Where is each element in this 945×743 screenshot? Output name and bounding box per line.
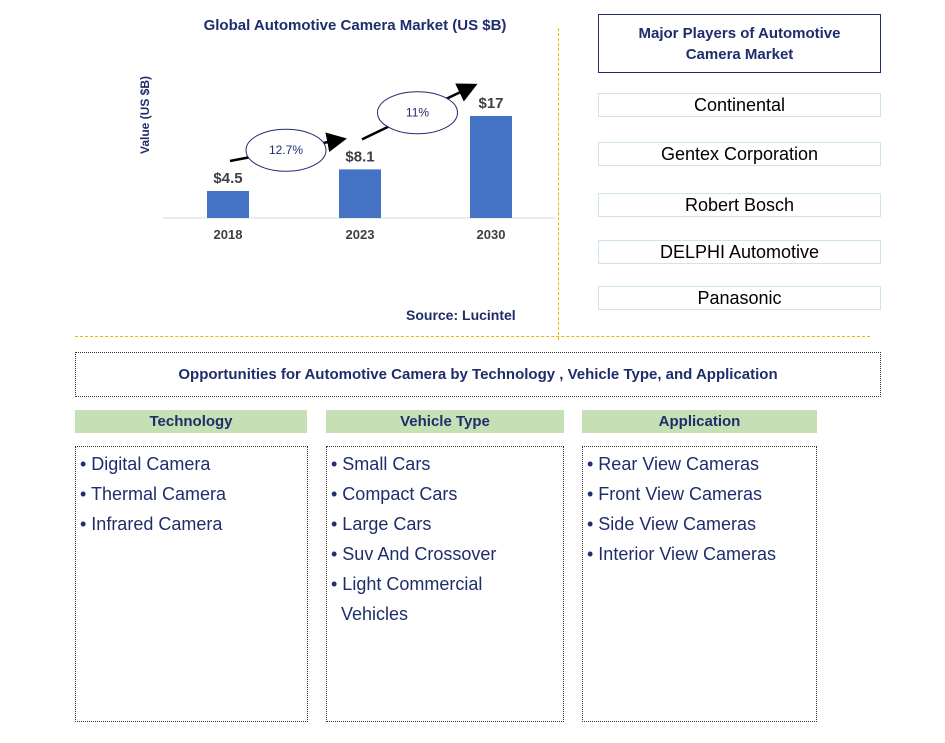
column-list-item: • Suv And Crossover xyxy=(331,544,497,564)
column-list-item: • Small Cars xyxy=(331,454,431,474)
column-heading: Vehicle Type xyxy=(326,410,564,433)
player-item: Continental xyxy=(598,93,881,117)
x-tick-2030: 2030 xyxy=(477,227,506,242)
column-list-item: • Large Cars xyxy=(331,514,432,534)
data-label-2023: $8.1 xyxy=(345,148,374,165)
column-list-item: • Interior View Cameras xyxy=(587,544,777,564)
column-box: • Digital Camera • Thermal Camera • Infrar… xyxy=(75,446,308,722)
column-list-item: Vehicles xyxy=(341,604,409,624)
growth-rate-label-2: 11% xyxy=(406,106,429,120)
vertical-divider xyxy=(558,28,559,340)
bar-2030 xyxy=(470,116,512,218)
column-list-item: • Infrared Camera xyxy=(80,514,223,534)
column-list-item: • Thermal Camera xyxy=(80,484,227,504)
bar-2018 xyxy=(207,191,249,218)
source-label: Source: Lucintel xyxy=(406,307,516,323)
column-list-item: • Side View Cameras xyxy=(587,514,757,534)
growth-rate-label-1: 12.7% xyxy=(269,143,303,157)
growth-ellipse-1 xyxy=(245,128,327,172)
data-label-2018: $4.5 xyxy=(213,170,242,187)
player-item: Robert Bosch xyxy=(598,193,881,217)
x-tick-2023: 2023 xyxy=(346,227,375,242)
growth-ellipse-2 xyxy=(377,91,458,135)
data-label-2030: $17 xyxy=(478,95,503,112)
column-list-item: • Front View Cameras xyxy=(587,484,763,504)
column-list-item: • Digital Camera xyxy=(80,454,211,474)
column-heading: Technology xyxy=(75,410,307,433)
opportunities-title: Opportunities for Automotive Camera by T… xyxy=(75,352,881,397)
players-title: Major Players of Automotive Camera Marke… xyxy=(598,14,881,73)
column-box: • Small Cars • Compact Cars • Large Cars • … xyxy=(326,446,564,722)
column-list-item: • Light Commercial xyxy=(331,574,483,594)
horizontal-divider xyxy=(75,336,870,337)
player-item: DELPHI Automotive xyxy=(598,240,881,264)
column-heading: Application xyxy=(582,410,817,433)
column-list-item: • Compact Cars xyxy=(331,484,458,504)
chart-title: Global Automotive Camera Market (US $B) xyxy=(203,17,507,34)
x-tick-2018: 2018 xyxy=(214,227,243,242)
column-list-item: • Rear View Cameras xyxy=(587,454,760,474)
bar-chart: $4.5 2018 $8.1 2023 $17 2030 12.7% 11% xyxy=(163,83,555,242)
player-item: Panasonic xyxy=(598,286,881,310)
column-box: • Rear View Cameras • Front View Cameras •… xyxy=(582,446,817,722)
player-item: Gentex Corporation xyxy=(598,142,881,166)
bar-2023 xyxy=(339,169,381,218)
